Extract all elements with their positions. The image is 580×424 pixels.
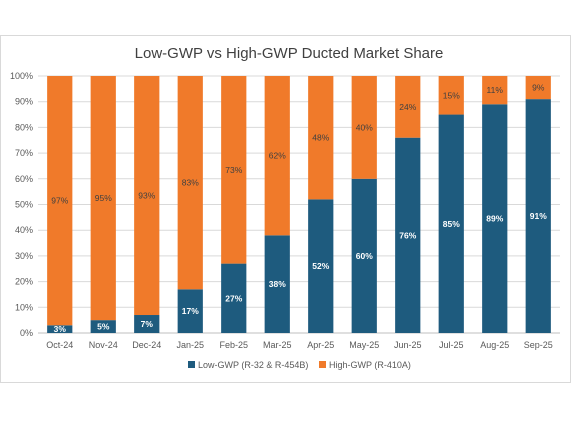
- x-axis-ticks: Oct-24 Nov-24 Dec-24 Jan-25 Feb-25 Mar-25 Apr-…: [46, 340, 553, 350]
- x-tick-label: Jan-25: [176, 340, 204, 350]
- bar-segment-low-gwp: [395, 137, 421, 333]
- data-label: 3%: [54, 324, 67, 334]
- data-label: 5%: [97, 322, 110, 332]
- y-tick-label: 0%: [20, 328, 33, 338]
- x-tick-label: Mar-25: [263, 340, 292, 350]
- data-label: 76%: [399, 230, 416, 240]
- data-label: 17%: [182, 306, 199, 316]
- bar-segment-high-gwp: [221, 76, 247, 264]
- bar-segment-low-gwp: [90, 320, 116, 333]
- data-label: 91%: [530, 211, 547, 221]
- bar-segment-high-gwp: [90, 76, 116, 321]
- bar-segment-high-gwp: [134, 76, 160, 316]
- y-tick-label: 10%: [15, 302, 33, 312]
- bar-segment-low-gwp: [525, 99, 551, 333]
- data-label: 62%: [269, 151, 286, 161]
- data-label: 52%: [312, 261, 329, 271]
- data-label: 9%: [532, 83, 545, 93]
- x-tick-label: Aug-25: [480, 340, 509, 350]
- y-tick-label: 20%: [15, 277, 33, 287]
- y-tick-label: 30%: [15, 251, 33, 261]
- chart-title: Low-GWP vs High-GWP Ducted Market Share: [135, 45, 444, 62]
- bar-segment-high-gwp: [264, 76, 290, 236]
- bar-segment-high-gwp: [308, 76, 334, 200]
- legend-swatch-high-gwp: [319, 361, 326, 368]
- legend: Low-GWP (R-32 & R-454B) High-GWP (R-410A): [188, 360, 411, 370]
- data-label: 7%: [141, 319, 154, 329]
- legend-label: High-GWP (R-410A): [329, 360, 411, 370]
- data-label: 38%: [269, 279, 286, 289]
- data-label: 27%: [225, 293, 242, 303]
- data-label: 97%: [51, 196, 68, 206]
- y-tick-label: 40%: [15, 225, 33, 235]
- data-label: 15%: [443, 90, 460, 100]
- data-label: 11%: [487, 85, 504, 95]
- bar-segment-high-gwp: [525, 76, 551, 100]
- bar-segment-low-gwp: [134, 315, 160, 333]
- data-label: 89%: [486, 214, 503, 224]
- x-tick-label: May-25: [349, 340, 379, 350]
- x-tick-label: Sep-25: [524, 340, 553, 350]
- x-tick-label: Jun-25: [394, 340, 422, 350]
- bar-segment-low-gwp: [221, 263, 247, 333]
- bar-segment-low-gwp: [482, 104, 508, 334]
- y-tick-label: 100%: [10, 71, 33, 81]
- x-tick-label: Feb-25: [219, 340, 248, 350]
- x-tick-label: Jul-25: [439, 340, 464, 350]
- bar-segment-low-gwp: [351, 178, 377, 333]
- x-tick-label: Nov-24: [89, 340, 118, 350]
- gridlines: [38, 75, 560, 334]
- y-tick-label: 70%: [15, 148, 33, 158]
- bar-segment-high-gwp: [177, 76, 203, 290]
- data-label: 93%: [138, 191, 155, 201]
- legend-swatch-low-gwp: [188, 361, 195, 368]
- bar-segment-low-gwp: [47, 325, 73, 333]
- y-axis-ticks: 0% 10% 20% 30% 40% 50% 60% 70% 80% 90% 100%: [10, 71, 33, 338]
- y-tick-label: 60%: [15, 174, 33, 184]
- bar-segment-low-gwp: [438, 114, 464, 333]
- data-label: 83%: [182, 178, 199, 188]
- data-label: 73%: [225, 165, 242, 175]
- bar-segment-high-gwp: [482, 76, 508, 105]
- y-tick-label: 50%: [15, 200, 33, 210]
- y-tick-label: 90%: [15, 97, 33, 107]
- y-tick-label: 80%: [15, 122, 33, 132]
- x-tick-label: Oct-24: [46, 340, 73, 350]
- data-label: 95%: [95, 193, 112, 203]
- bar-segment-low-gwp: [308, 199, 334, 333]
- data-label: 85%: [443, 219, 460, 229]
- bar-segment-high-gwp: [438, 76, 464, 115]
- data-label: 40%: [356, 122, 373, 132]
- data-label: 48%: [312, 133, 329, 143]
- data-label: 60%: [356, 251, 373, 261]
- legend-label: Low-GWP (R-32 & R-454B): [198, 360, 308, 370]
- bar-segment-low-gwp: [264, 235, 290, 333]
- x-tick-label: Dec-24: [132, 340, 161, 350]
- bar-segment-high-gwp: [395, 76, 421, 138]
- bar-segment-high-gwp: [47, 76, 73, 326]
- bar-segment-high-gwp: [351, 76, 377, 179]
- bar-segment-low-gwp: [177, 289, 203, 333]
- bars: 3% 97% 5% 95% 7% 93% 17% 83% 27% 73% 38% 62% 52% 48% 6…: [47, 76, 551, 334]
- data-label: 24%: [399, 102, 416, 112]
- x-tick-label: Apr-25: [307, 340, 334, 350]
